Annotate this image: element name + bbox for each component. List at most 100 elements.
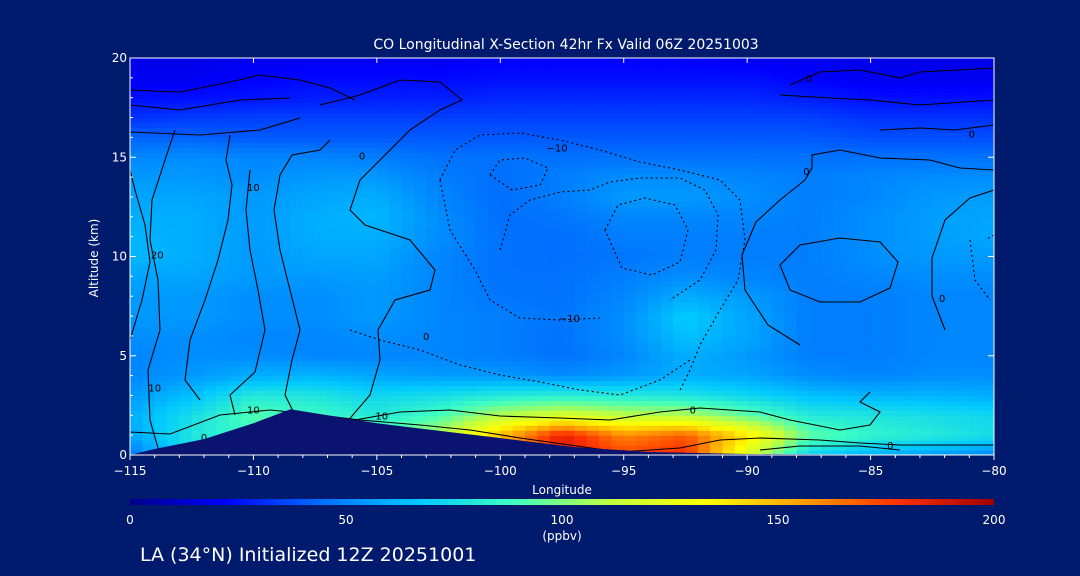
field-cell bbox=[204, 261, 217, 268]
field-cell bbox=[142, 360, 156, 367]
field-cell bbox=[327, 162, 341, 168]
field-cell bbox=[623, 330, 637, 337]
field-cell bbox=[364, 345, 378, 352]
field-cell bbox=[685, 261, 699, 268]
field-cell bbox=[549, 321, 563, 327]
field-cell bbox=[784, 450, 798, 455]
field-cell bbox=[673, 410, 687, 416]
field-cell bbox=[895, 335, 909, 342]
field-cell bbox=[426, 395, 440, 402]
field-cell bbox=[438, 360, 452, 367]
field-cell bbox=[870, 127, 884, 134]
field-cell bbox=[130, 420, 143, 426]
field-cell bbox=[389, 380, 403, 387]
field-cell bbox=[487, 112, 501, 119]
field-cell bbox=[611, 256, 625, 263]
field-cell bbox=[734, 162, 748, 168]
field-cell bbox=[969, 191, 983, 198]
field-cell bbox=[216, 97, 230, 104]
field-cell bbox=[191, 107, 205, 114]
field-cell bbox=[487, 330, 501, 337]
field-cell bbox=[438, 241, 452, 248]
field-cell bbox=[130, 400, 143, 406]
field-cell bbox=[944, 191, 958, 198]
field-cell bbox=[895, 321, 909, 327]
field-cell bbox=[364, 177, 378, 183]
field-cell bbox=[278, 276, 292, 282]
field-cell bbox=[833, 172, 847, 178]
field-cell bbox=[154, 182, 168, 188]
field-cell bbox=[364, 350, 378, 357]
field-cell bbox=[784, 360, 798, 367]
field-cell bbox=[364, 236, 378, 243]
field-cell bbox=[882, 177, 896, 183]
field-cell bbox=[796, 435, 810, 441]
field-cell bbox=[179, 316, 193, 322]
field-cell bbox=[821, 191, 835, 198]
field-cell bbox=[426, 365, 440, 372]
field-cell bbox=[500, 226, 514, 233]
field-cell bbox=[413, 107, 427, 114]
field-cell bbox=[870, 405, 884, 411]
field-cell bbox=[599, 345, 612, 352]
field-cell bbox=[389, 127, 403, 134]
field-cell bbox=[500, 107, 514, 114]
field-cell bbox=[253, 335, 267, 342]
field-cell bbox=[179, 276, 193, 282]
field-cell bbox=[487, 182, 501, 188]
field-cell bbox=[376, 360, 390, 367]
field-cell bbox=[611, 167, 625, 173]
field-cell bbox=[895, 281, 909, 287]
field-cell bbox=[611, 365, 625, 372]
field-cell bbox=[327, 261, 341, 268]
field-cell bbox=[228, 152, 242, 158]
field-cell bbox=[167, 187, 180, 193]
field-cell bbox=[512, 266, 526, 272]
field-cell bbox=[278, 132, 292, 138]
field-cell bbox=[463, 206, 477, 213]
field-cell bbox=[426, 191, 440, 198]
field-cell bbox=[302, 147, 316, 153]
field-cell bbox=[339, 191, 353, 198]
field-cell bbox=[438, 157, 452, 163]
field-cell bbox=[673, 271, 687, 277]
field-cell bbox=[179, 172, 193, 178]
field-cell bbox=[771, 206, 785, 213]
field-cell bbox=[697, 350, 711, 357]
field-cell bbox=[722, 350, 736, 357]
field-cell bbox=[895, 107, 909, 114]
field-cell bbox=[685, 276, 699, 282]
field-cell bbox=[352, 316, 366, 322]
field-cell bbox=[524, 420, 538, 426]
field-cell bbox=[154, 147, 168, 153]
field-cell bbox=[450, 400, 464, 406]
field-cell bbox=[574, 296, 588, 302]
field-cell bbox=[253, 291, 267, 297]
field-cell bbox=[401, 167, 415, 173]
field-cell bbox=[944, 221, 958, 228]
field-cell bbox=[364, 291, 378, 297]
field-cell bbox=[932, 340, 946, 347]
field-cell bbox=[487, 385, 501, 392]
field-cell bbox=[673, 440, 687, 446]
field-cell bbox=[685, 390, 699, 397]
field-cell bbox=[376, 132, 390, 138]
field-cell bbox=[426, 201, 440, 208]
field-cell bbox=[895, 157, 909, 163]
field-cell bbox=[142, 107, 156, 114]
field-cell bbox=[697, 311, 711, 317]
field-cell bbox=[907, 147, 921, 153]
field-cell bbox=[747, 107, 761, 114]
field-cell bbox=[549, 256, 563, 263]
field-cell bbox=[216, 296, 230, 302]
field-cell bbox=[401, 321, 415, 327]
field-cell bbox=[426, 226, 440, 233]
field-cell bbox=[858, 445, 872, 451]
field-cell bbox=[623, 365, 637, 372]
field-cell bbox=[302, 360, 316, 367]
field-cell bbox=[364, 311, 378, 317]
field-cell bbox=[327, 395, 341, 402]
field-cell bbox=[685, 256, 699, 263]
field-cell bbox=[500, 296, 514, 302]
field-cell bbox=[808, 261, 822, 268]
